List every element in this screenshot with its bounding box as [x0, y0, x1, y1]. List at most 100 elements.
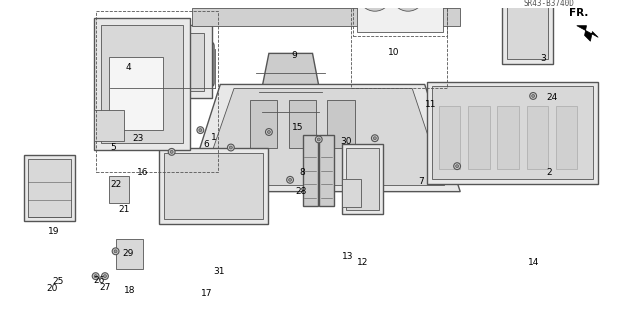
- Text: 15: 15: [292, 122, 304, 131]
- Text: 9: 9: [291, 51, 297, 60]
- Circle shape: [114, 250, 117, 253]
- Text: 20: 20: [46, 284, 58, 293]
- Bar: [109, 57, 163, 130]
- Bar: [468, 106, 490, 169]
- Circle shape: [102, 273, 108, 279]
- Circle shape: [371, 135, 378, 142]
- Circle shape: [199, 129, 202, 131]
- FancyBboxPatch shape: [101, 42, 214, 87]
- Bar: [115, 26, 212, 99]
- Text: 12: 12: [356, 258, 368, 267]
- Text: 8: 8: [300, 168, 305, 177]
- Bar: [497, 106, 519, 169]
- Text: 24: 24: [546, 93, 557, 102]
- Circle shape: [373, 137, 376, 140]
- Circle shape: [289, 178, 292, 181]
- Text: 28: 28: [296, 187, 307, 196]
- Bar: [96, 11, 218, 172]
- Circle shape: [92, 273, 99, 279]
- Circle shape: [316, 136, 322, 143]
- Text: SR43-B3740D: SR43-B3740D: [524, 0, 575, 8]
- Circle shape: [170, 151, 173, 153]
- Circle shape: [454, 163, 461, 170]
- Text: 14: 14: [527, 258, 539, 267]
- Bar: [116, 240, 143, 269]
- Circle shape: [456, 165, 459, 167]
- Bar: [319, 136, 334, 206]
- Bar: [527, 106, 548, 169]
- Bar: [502, 0, 552, 64]
- Text: 23: 23: [132, 134, 144, 143]
- Bar: [159, 148, 268, 224]
- Bar: [342, 144, 383, 214]
- Bar: [94, 110, 124, 141]
- Text: 7: 7: [418, 177, 424, 186]
- Text: 31: 31: [213, 267, 225, 276]
- Text: 6: 6: [204, 140, 209, 149]
- Bar: [353, 0, 447, 35]
- Text: 29: 29: [122, 249, 134, 258]
- Text: FR.: FR.: [569, 8, 588, 18]
- Text: 19: 19: [47, 227, 59, 236]
- Circle shape: [112, 248, 119, 255]
- Text: 26: 26: [93, 276, 104, 285]
- Bar: [342, 179, 362, 206]
- Circle shape: [366, 0, 384, 4]
- Circle shape: [227, 144, 234, 151]
- Bar: [192, 8, 460, 26]
- Circle shape: [399, 0, 417, 4]
- Circle shape: [94, 275, 97, 278]
- Text: 4: 4: [125, 63, 131, 72]
- Circle shape: [317, 138, 320, 141]
- Circle shape: [268, 130, 270, 133]
- Bar: [109, 176, 129, 204]
- Circle shape: [266, 129, 272, 135]
- Text: 16: 16: [136, 168, 148, 177]
- Text: 2: 2: [547, 168, 552, 177]
- Bar: [122, 33, 204, 91]
- Bar: [328, 100, 355, 148]
- Bar: [351, 3, 447, 88]
- Circle shape: [160, 59, 170, 69]
- Circle shape: [287, 176, 294, 183]
- Bar: [24, 155, 75, 221]
- Bar: [101, 25, 183, 143]
- Circle shape: [392, 0, 424, 11]
- Bar: [303, 136, 318, 206]
- Circle shape: [358, 0, 392, 11]
- Text: 25: 25: [52, 277, 64, 286]
- Bar: [346, 148, 379, 210]
- Text: 27: 27: [99, 283, 111, 292]
- Circle shape: [530, 93, 536, 99]
- Text: 5: 5: [110, 143, 116, 152]
- Polygon shape: [577, 26, 598, 41]
- Bar: [432, 86, 593, 179]
- Bar: [164, 153, 264, 219]
- Bar: [439, 106, 460, 169]
- Polygon shape: [186, 85, 460, 192]
- Bar: [427, 82, 598, 184]
- Polygon shape: [200, 88, 445, 185]
- Circle shape: [168, 148, 175, 155]
- Bar: [357, 0, 443, 32]
- Text: 1: 1: [211, 133, 217, 142]
- Polygon shape: [253, 53, 328, 131]
- Text: 13: 13: [342, 252, 353, 261]
- Bar: [556, 106, 577, 169]
- Text: 3: 3: [540, 54, 546, 63]
- Text: 18: 18: [124, 286, 136, 295]
- Text: 17: 17: [201, 289, 212, 298]
- Circle shape: [532, 94, 534, 97]
- Bar: [507, 0, 548, 59]
- Circle shape: [197, 127, 204, 134]
- Text: 10: 10: [388, 48, 399, 57]
- Bar: [289, 100, 316, 148]
- Bar: [94, 18, 190, 150]
- Text: 21: 21: [118, 205, 129, 214]
- Circle shape: [104, 275, 106, 278]
- Circle shape: [229, 146, 232, 149]
- Bar: [250, 100, 278, 148]
- Text: 11: 11: [425, 100, 436, 108]
- Bar: [28, 159, 70, 217]
- Text: 22: 22: [110, 180, 121, 189]
